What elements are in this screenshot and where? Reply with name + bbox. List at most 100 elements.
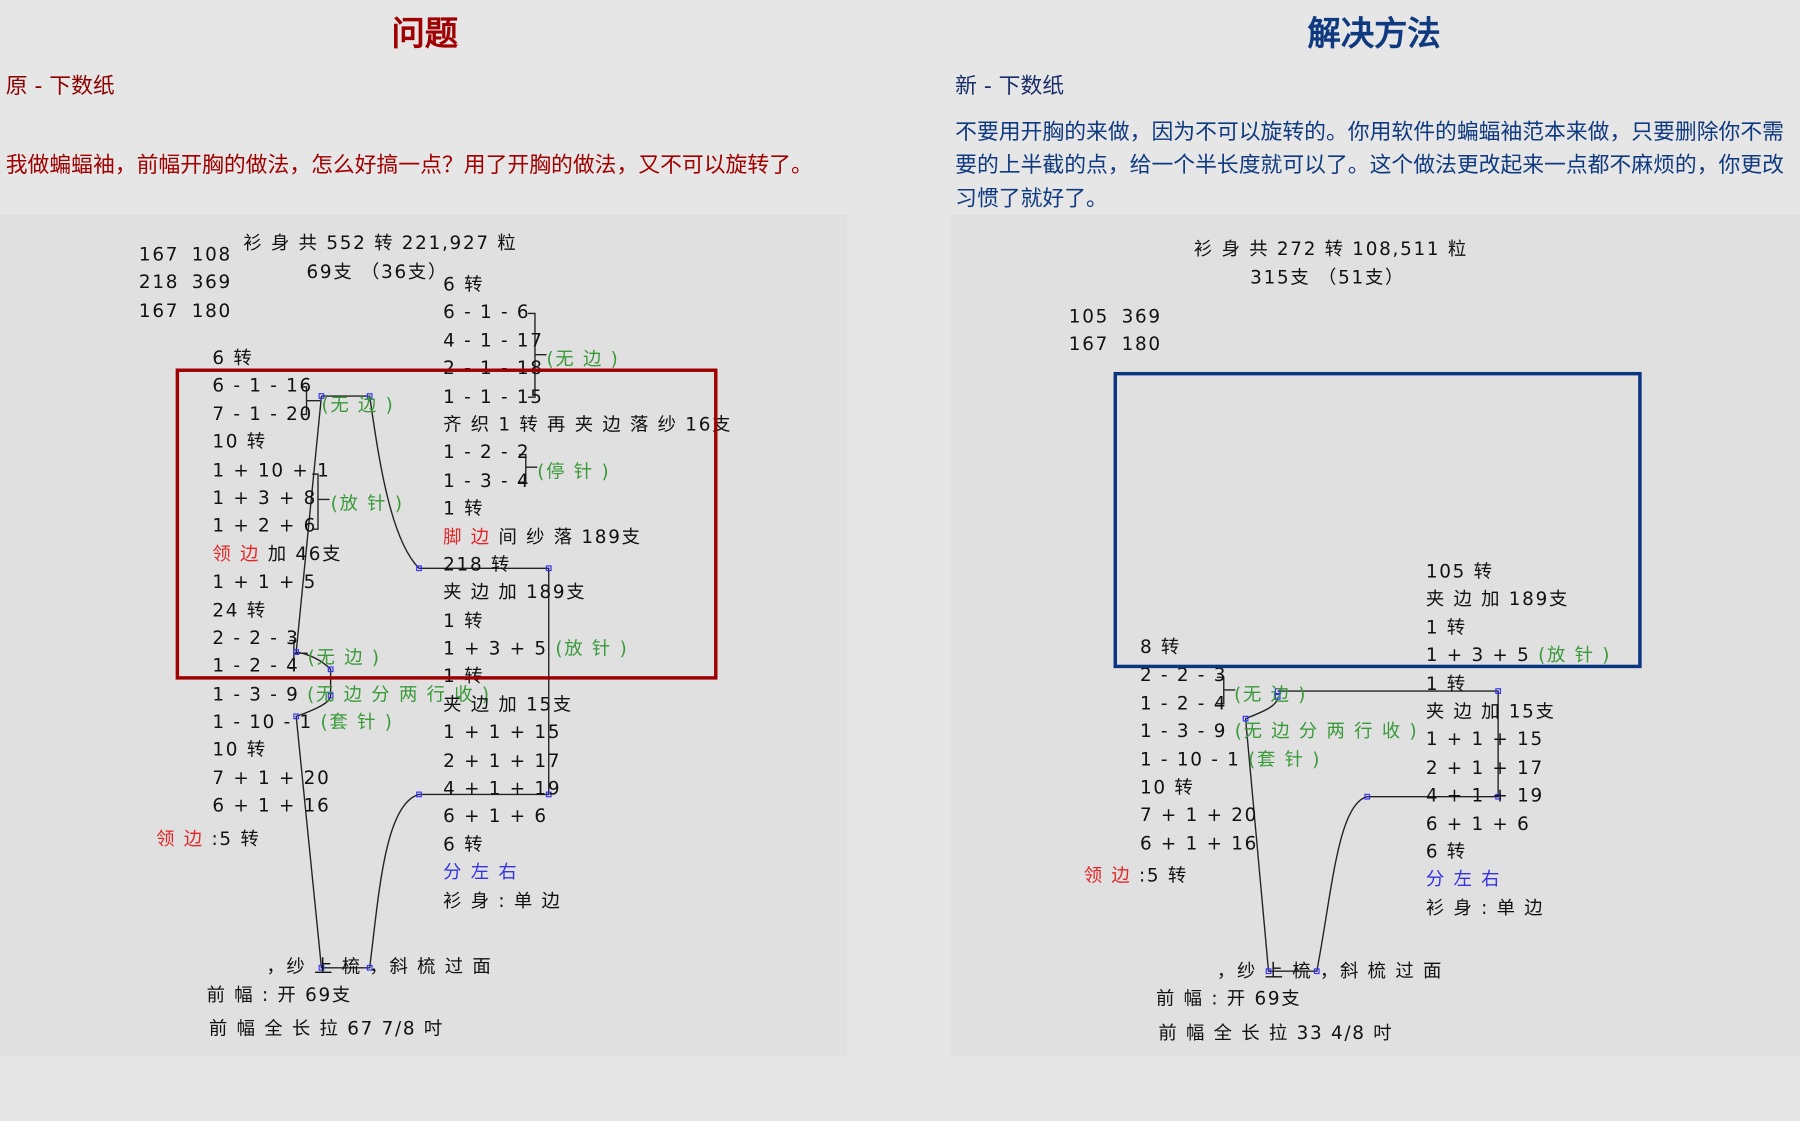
instruction-line: 2 - 1 - 18 xyxy=(443,355,732,383)
instruction-line: 夹 边 加 15支 xyxy=(443,691,732,719)
instruction-line: 1 - 2 - 2 xyxy=(443,439,732,467)
instruction-line: 1 - 2 - 4 xyxy=(212,652,490,680)
instruction-line: 2 + 1 + 17 xyxy=(443,747,732,775)
instruction-line: 1 + 2 + 6 xyxy=(212,512,490,540)
number-row: 167 108 xyxy=(139,241,245,269)
bracket-note: (无 边 ) xyxy=(1234,683,1308,705)
instruction-text: 6 转 xyxy=(443,273,485,296)
problem-text: 我做蝙蝠袖，前幅开胸的做法，怎么好搞一点？用了开胸的做法，又不可以旋转了。 xyxy=(5,152,813,178)
instruction-text: 6 转 xyxy=(212,346,254,369)
instruction-text: 6 + 1 + 6 xyxy=(443,805,548,828)
instruction-line: 衫 身 : 单 边 xyxy=(1426,894,1611,922)
instruction-line: 6 - 1 - 6 xyxy=(443,299,732,327)
instruction-text: 105 转 xyxy=(1425,560,1494,583)
instruction-text: 1 - 2 - 4 xyxy=(212,654,300,677)
instruction-line: 1 转 xyxy=(1426,614,1611,642)
instruction-text: 加 46支 xyxy=(260,542,343,565)
problem-bracket-2 xyxy=(312,473,330,530)
number-value: 108 xyxy=(191,243,232,266)
instruction-text: 1 - 10 - 1 xyxy=(212,710,321,733)
instruction-line: 衫 身 : 单 边 xyxy=(443,887,732,915)
instruction-line: 1 - 3 - 9 (无 边 分 两 行 收 ) xyxy=(212,680,490,708)
instruction-text: 7 - 1 - 20 xyxy=(212,402,313,425)
edge-label: 领 边 xyxy=(212,542,261,565)
solution-subtitle: 新 - 下数纸 xyxy=(955,73,1065,99)
instruction-line: 7 + 1 + 20 xyxy=(212,764,490,792)
instruction-text: 2 - 2 - 3 xyxy=(212,626,300,649)
instruction-text: 1 - 3 - 9 xyxy=(212,682,308,705)
solution-title: 解决方法 xyxy=(1307,13,1441,53)
problem-bottom-line1: ，纱 上 梳 ，斜 梳 过 面 xyxy=(266,955,493,977)
instruction-line: 1 - 10 - 1 (套 针 ) xyxy=(1140,746,1418,774)
instruction-line: 夹 边 加 15支 xyxy=(1426,698,1611,726)
instruction-line: 6 + 1 + 16 xyxy=(1140,830,1418,858)
problem-shape-outline xyxy=(295,395,550,969)
instruction-text: 1 转 xyxy=(443,609,485,632)
instruction-text: 1 + 3 + 5 xyxy=(443,637,556,660)
instruction-text: 1 - 3 - 9 xyxy=(1139,719,1235,742)
instruction-text: 10 转 xyxy=(212,430,267,453)
instruction-line: 分 左 右 xyxy=(1426,866,1611,894)
instruction-line: 4 + 1 + 19 xyxy=(1426,782,1611,810)
problem-bottom-line2: 前 幅 : 开 69支 xyxy=(206,983,352,1006)
neck-edge-label: 领 边 :5 转 xyxy=(1084,860,1188,888)
instruction-line: 6 转 xyxy=(443,271,732,299)
solution-summary-line2: 315支 （51支） xyxy=(1250,266,1406,289)
instruction-line: 24 转 xyxy=(212,596,490,624)
instruction-line: 10 转 xyxy=(212,428,490,456)
instruction-text: 齐 织 1 转 再 夹 边 落 纱 16支 xyxy=(443,413,733,436)
number-value: 180 xyxy=(191,299,232,322)
instruction-line: 分 左 右 xyxy=(443,859,732,887)
neck-edge-value: :5 转 xyxy=(203,827,261,850)
instruction-text: 2 + 1 + 17 xyxy=(1425,756,1544,779)
neck-edge-value: :5 转 xyxy=(1131,864,1189,887)
instruction-text: 2 - 1 - 18 xyxy=(443,357,544,380)
instruction-text: 1 + 2 + 6 xyxy=(212,514,318,537)
instruction-text: 1 - 2 - 4 xyxy=(1139,691,1228,714)
instruction-line: 2 + 1 + 17 xyxy=(1426,754,1611,782)
instruction-line: 4 + 1 + 19 xyxy=(443,775,732,803)
bracket-note: (无 边 ) xyxy=(321,393,395,416)
instruction-line: 6 + 1 + 6 xyxy=(443,803,732,831)
instruction-line: 齐 织 1 转 再 夹 边 落 纱 16支 xyxy=(443,411,732,439)
instruction-text: 1 + 3 + 5 xyxy=(1425,644,1539,667)
instruction-line: 6 转 xyxy=(1426,838,1611,866)
problem-right-column: 6 转 6 - 1 - 6 4 - 1 - 17 2 - 1 - 18 1 - 1 - … xyxy=(443,271,732,915)
problem-bracket-3 xyxy=(528,312,547,398)
instruction-line: 2 - 2 - 3 xyxy=(1140,662,1418,690)
instruction-line: 1 + 10 + 1 xyxy=(212,456,490,484)
problem-bracket-1 xyxy=(300,386,321,416)
neck-edge-label: 领 边 :5 转 xyxy=(156,823,260,851)
split-label: 分 左 右 xyxy=(1425,868,1502,891)
instruction-line: 1 + 3 + 5 (放 针 ) xyxy=(443,635,732,663)
instruction-text: 1 + 1 + 15 xyxy=(1425,728,1544,751)
bracket-note: (放 针 ) xyxy=(330,492,404,515)
instruction-line: 4 - 1 - 17 xyxy=(443,327,732,355)
instruction-text: 1 + 1 + 5 xyxy=(212,570,318,593)
problem-summary-line1: 衫 身 共 552 转 221,927 粒 xyxy=(243,231,518,254)
edge-label: 脚 边 xyxy=(443,525,491,548)
number-value: 218 xyxy=(138,271,180,294)
instruction-line: 105 转 xyxy=(1426,558,1611,586)
instruction-text: 10 转 xyxy=(1139,775,1195,798)
solution-highlight-box xyxy=(1113,371,1642,669)
number-value: 369 xyxy=(1121,305,1162,328)
instruction-text: 6 - 1 - 16 xyxy=(212,374,313,397)
instruction-text: 1 + 10 + 1 xyxy=(212,458,331,481)
instruction-text: 8 转 xyxy=(1139,635,1182,658)
instruction-text: 24 转 xyxy=(212,598,267,621)
instruction-text: 6 + 1 + 6 xyxy=(1425,812,1531,835)
instruction-text: 6 转 xyxy=(1425,840,1467,863)
problem-title: 问题 xyxy=(391,13,459,53)
number-value: 167 xyxy=(138,243,180,266)
instruction-line: 1 转 xyxy=(443,663,732,691)
neck-edge-title: 领 边 xyxy=(1083,864,1132,887)
number-value: 105 xyxy=(1068,305,1110,328)
instruction-text: 4 - 1 - 17 xyxy=(443,329,544,352)
instruction-text: 1 - 10 - 1 xyxy=(1139,747,1249,770)
solution-shape-outline xyxy=(1244,690,1499,972)
instruction-line: 1 + 3 + 8 xyxy=(212,484,490,512)
instruction-line: 6 转 xyxy=(443,831,732,859)
